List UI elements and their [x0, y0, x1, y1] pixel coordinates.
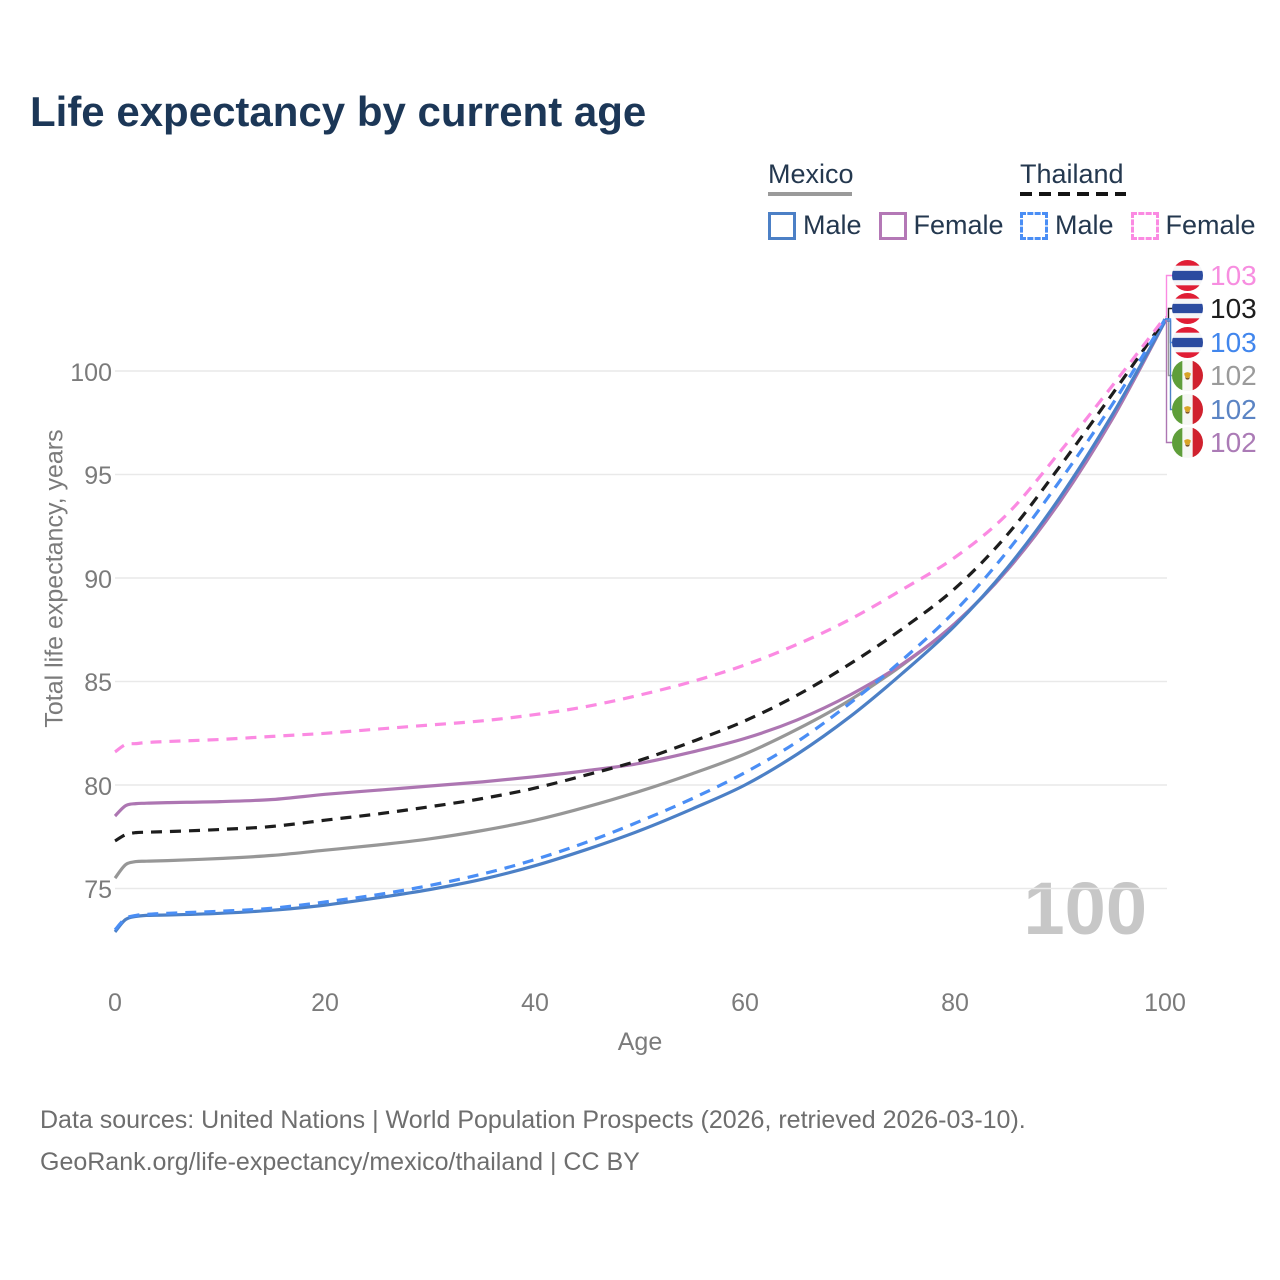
y-axis-tick: 95	[84, 462, 112, 490]
legend-item-mexico-male[interactable]: Male	[768, 210, 862, 241]
data-sources-line: Data sources: United Nations | World Pop…	[40, 1106, 1026, 1134]
x-axis-title: Age	[617, 1028, 663, 1056]
end-label-row[interactable]: 103	[1172, 259, 1257, 292]
female-line-swatch	[878, 211, 907, 240]
end-value: 103	[1210, 259, 1257, 291]
attribution-line: GeoRank.org/life-expectancy/mexico/thail…	[40, 1148, 640, 1176]
mexico-flag-icon	[1172, 360, 1203, 391]
end-label-row[interactable]: 102	[1172, 359, 1257, 392]
y-axis-tick: 85	[84, 669, 112, 697]
end-label-row[interactable]: 103	[1172, 292, 1257, 325]
x-axis-tick: 80	[941, 989, 969, 1017]
legend-group-mexico[interactable]: Mexico Male Female	[768, 161, 1004, 241]
legend-item-label: Male	[1055, 210, 1114, 240]
end-label-row[interactable]: 103	[1172, 326, 1257, 359]
legend-item-label: Female	[1165, 210, 1256, 240]
x-axis-tick: 20	[311, 989, 339, 1017]
thailand-flag-icon	[1172, 260, 1203, 291]
end-label-connector	[1165, 320, 1172, 444]
y-axis-tick: 80	[84, 773, 112, 801]
legend-group-thailand[interactable]: Thailand Male Female	[1020, 161, 1256, 241]
thailand-flag-icon	[1172, 293, 1203, 324]
end-label-row[interactable]: 102	[1172, 393, 1257, 426]
y-axis-tick: 75	[84, 876, 112, 904]
x-axis-tick: 40	[521, 989, 549, 1017]
legend-item-mexico-female[interactable]: Female	[878, 210, 1004, 241]
end-value: 102	[1210, 359, 1257, 391]
legend-item-label: Female	[913, 210, 1004, 240]
end-value: 103	[1210, 326, 1257, 358]
x-axis-tick: 0	[108, 989, 122, 1017]
series-line-mexico[interactable]	[113, 320, 1167, 880]
page-title: Life expectancy by current age	[30, 88, 647, 135]
hover-age-watermark: 100	[1023, 867, 1147, 950]
x-axis-tick: 60	[731, 989, 759, 1017]
legend-item-thailand-female[interactable]: Female	[1130, 210, 1256, 241]
y-axis-tick: 90	[84, 566, 112, 594]
mexico-flag-icon	[1172, 427, 1203, 458]
y-axis-title: Total life expectancy, years	[40, 429, 69, 728]
female-dashed-line-swatch	[1130, 211, 1159, 240]
series-line-thailand[interactable]	[114, 318, 1167, 843]
legend-item-label: Male	[803, 210, 862, 240]
end-value: 102	[1210, 393, 1257, 425]
end-label-connector	[1165, 274, 1172, 318]
thailand-flag-icon	[1172, 327, 1203, 358]
x-axis-tick: 100	[1144, 989, 1186, 1017]
end-value: 102	[1210, 426, 1257, 458]
legend-country-label: Mexico	[768, 159, 854, 189]
mexico-flag-icon	[1172, 394, 1203, 425]
series-line-mexico-male[interactable]	[113, 320, 1167, 934]
end-label-row[interactable]: 102	[1172, 426, 1257, 459]
legend-country-label: Thailand	[1020, 159, 1124, 189]
male-line-swatch	[768, 211, 796, 240]
male-dashed-line-swatch	[1020, 211, 1048, 240]
end-label-connector	[1165, 320, 1172, 411]
solid-line-swatch	[768, 192, 852, 196]
series-line-thailand-male[interactable]	[113, 318, 1167, 931]
dashed-line-swatch	[1020, 192, 1126, 196]
y-axis-tick: 100	[70, 359, 112, 387]
end-value: 103	[1210, 292, 1257, 324]
legend-item-thailand-male[interactable]: Male	[1020, 210, 1114, 241]
